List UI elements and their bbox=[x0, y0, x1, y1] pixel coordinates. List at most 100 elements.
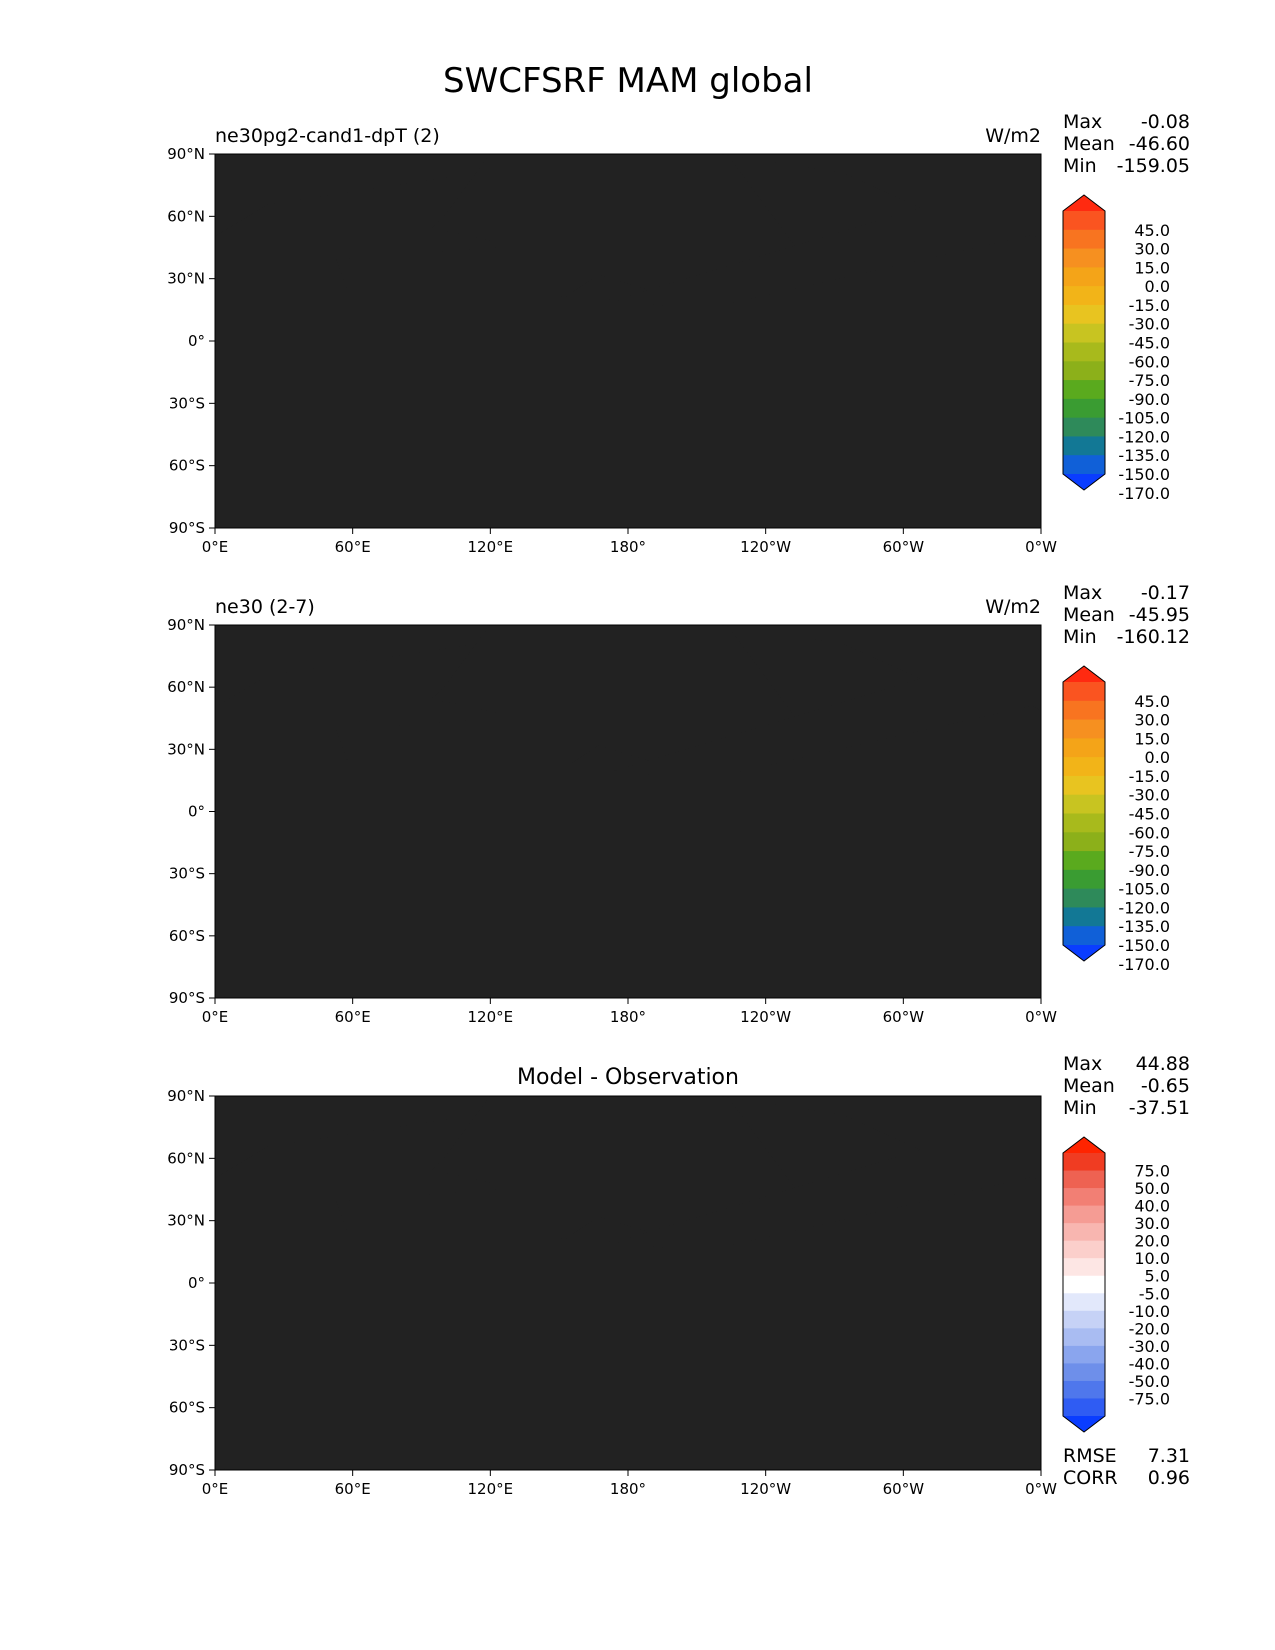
colorbar-label: -120.0 bbox=[1118, 898, 1170, 917]
colorbar-label: -135.0 bbox=[1118, 917, 1170, 936]
colorbar-segment bbox=[1063, 832, 1105, 852]
lon-tick-label: 180° bbox=[610, 538, 646, 556]
colorbar: 45.030.015.00.0-15.0-30.0-45.0-60.0-75.0… bbox=[1062, 665, 1170, 974]
stat-value-max: 44.88 bbox=[1136, 1053, 1190, 1075]
colorbar-segment bbox=[1063, 380, 1105, 400]
colorbar-segment bbox=[1063, 323, 1105, 343]
colorbar-label: -40.0 bbox=[1129, 1354, 1170, 1373]
stat-value-mean: -46.60 bbox=[1129, 133, 1190, 155]
colorbar-label: -105.0 bbox=[1118, 409, 1170, 428]
lon-tick-label: 60°E bbox=[335, 1008, 371, 1026]
stat-value-mean: -0.65 bbox=[1141, 1075, 1190, 1097]
panel-title: ne30 (2-7) bbox=[215, 596, 315, 618]
stat-value-min: -160.12 bbox=[1117, 626, 1190, 648]
colorbar-label: 45.0 bbox=[1134, 221, 1170, 240]
colorbar-label: 45.0 bbox=[1134, 692, 1170, 711]
colorbar-segment bbox=[1063, 813, 1105, 833]
colorbar-label: -90.0 bbox=[1129, 390, 1170, 409]
lat-tick-label: 0° bbox=[188, 332, 205, 350]
panel-units: W/m2 bbox=[985, 125, 1041, 147]
colorbar-label: -90.0 bbox=[1129, 861, 1170, 880]
stat-value-max: -0.17 bbox=[1141, 582, 1190, 604]
lon-tick-label: 120°W bbox=[740, 538, 791, 556]
colorbar-segment bbox=[1063, 1380, 1105, 1399]
lon-tick-label: 180° bbox=[610, 1480, 646, 1498]
colorbar-label: 15.0 bbox=[1134, 258, 1170, 277]
colorbar-label: -30.0 bbox=[1129, 1337, 1170, 1356]
lon-tick-label: 0°E bbox=[202, 538, 229, 556]
colorbar-segment bbox=[1063, 1223, 1105, 1242]
colorbar-segment bbox=[1063, 719, 1105, 739]
stat-label-mean: Mean bbox=[1063, 133, 1115, 155]
colorbar-label: -20.0 bbox=[1129, 1319, 1170, 1338]
lat-tick-label: 30°S bbox=[169, 865, 205, 883]
lon-tick-label: 60°W bbox=[883, 538, 925, 556]
stat-value-min: -37.51 bbox=[1129, 1097, 1190, 1119]
colorbar-segment bbox=[1063, 775, 1105, 796]
lat-tick-label: 0° bbox=[188, 803, 205, 821]
colorbar-label: 30.0 bbox=[1134, 1214, 1170, 1233]
lat-tick-label: 60°N bbox=[167, 1149, 205, 1167]
colorbar-label: 0.0 bbox=[1145, 748, 1170, 767]
colorbar-label: -45.0 bbox=[1129, 334, 1170, 353]
colorbar-segment bbox=[1063, 1363, 1105, 1382]
stat-value-min: -159.05 bbox=[1117, 155, 1190, 177]
colorbar-label: -170.0 bbox=[1118, 955, 1170, 974]
colorbar-segment bbox=[1063, 1310, 1105, 1329]
colorbar-label: 75.0 bbox=[1134, 1162, 1170, 1181]
colorbar-label: -30.0 bbox=[1129, 315, 1170, 334]
lon-tick-label: 120°W bbox=[740, 1480, 791, 1498]
coastlines bbox=[215, 644, 1041, 972]
lon-tick-label: 60°W bbox=[883, 1008, 925, 1026]
lat-tick-label: 0° bbox=[188, 1274, 205, 1292]
lon-tick-label: 60°W bbox=[883, 1480, 925, 1498]
colorbar-outline bbox=[1062, 665, 1106, 962]
colorbar-segment bbox=[1063, 1345, 1105, 1364]
coastlines bbox=[215, 173, 1041, 502]
colorbar-label: -105.0 bbox=[1118, 880, 1170, 899]
lat-tick-label: 60°N bbox=[167, 678, 205, 696]
colorbar-segment bbox=[1063, 211, 1105, 231]
colorbar-extend-max bbox=[1063, 1137, 1105, 1153]
lon-tick-label: 0°W bbox=[1025, 538, 1057, 556]
colorbar-segment bbox=[1063, 1170, 1105, 1189]
lon-tick-label: 0°W bbox=[1025, 1008, 1057, 1026]
lat-tick-label: 30°S bbox=[169, 394, 205, 412]
colorbar-segment bbox=[1063, 851, 1105, 871]
colorbar-segment bbox=[1063, 1258, 1105, 1277]
colorbar-label: -5.0 bbox=[1139, 1284, 1170, 1303]
lon-tick-label: 120°E bbox=[468, 1008, 514, 1026]
colorbar-segment bbox=[1063, 757, 1105, 777]
colorbar-label: -170.0 bbox=[1118, 484, 1170, 503]
colorbar-segment bbox=[1063, 738, 1105, 758]
colorbar-segment bbox=[1063, 907, 1105, 927]
colorbar-label: -45.0 bbox=[1129, 805, 1170, 824]
map-panel-2: 90°N 60°N 30°N 0° 30°S 60°S 90°S0°E 60°E 120°E 18… bbox=[167, 582, 1190, 1026]
lon-tick-label: 60°E bbox=[335, 538, 371, 556]
lat-tick-label: 60°S bbox=[169, 1399, 205, 1417]
stat-label-corr: CORR bbox=[1063, 1467, 1118, 1489]
lon-tick-label: 0°E bbox=[202, 1008, 229, 1026]
map-field bbox=[215, 154, 1041, 528]
lon-tick-label: 120°W bbox=[740, 1008, 791, 1026]
colorbar-label: -150.0 bbox=[1118, 936, 1170, 955]
colorbar-segment bbox=[1063, 398, 1105, 419]
colorbar-segment bbox=[1063, 926, 1105, 946]
lat-tick-label: 30°S bbox=[169, 1336, 205, 1354]
lat-tick-label: 30°N bbox=[167, 740, 205, 758]
colorbar-segment bbox=[1063, 267, 1105, 287]
colorbar-segment bbox=[1063, 1240, 1105, 1259]
figure-title: SWCFSRF MAM global bbox=[443, 61, 813, 101]
colorbar-segment bbox=[1063, 1398, 1105, 1417]
colorbar-segment bbox=[1063, 304, 1105, 325]
lat-tick-label: 30°N bbox=[167, 270, 205, 288]
colorbar-label: -50.0 bbox=[1129, 1372, 1170, 1391]
lat-tick-label: 90°S bbox=[169, 519, 205, 537]
colorbar-label: 5.0 bbox=[1145, 1267, 1170, 1286]
lat-tick-label: 60°S bbox=[169, 457, 205, 475]
colorbar-segment bbox=[1063, 794, 1105, 814]
colorbar-extend-max bbox=[1063, 666, 1105, 682]
colorbar-segment bbox=[1063, 361, 1105, 381]
colorbar-segment bbox=[1063, 248, 1105, 268]
lat-tick-label: 90°S bbox=[169, 989, 205, 1007]
